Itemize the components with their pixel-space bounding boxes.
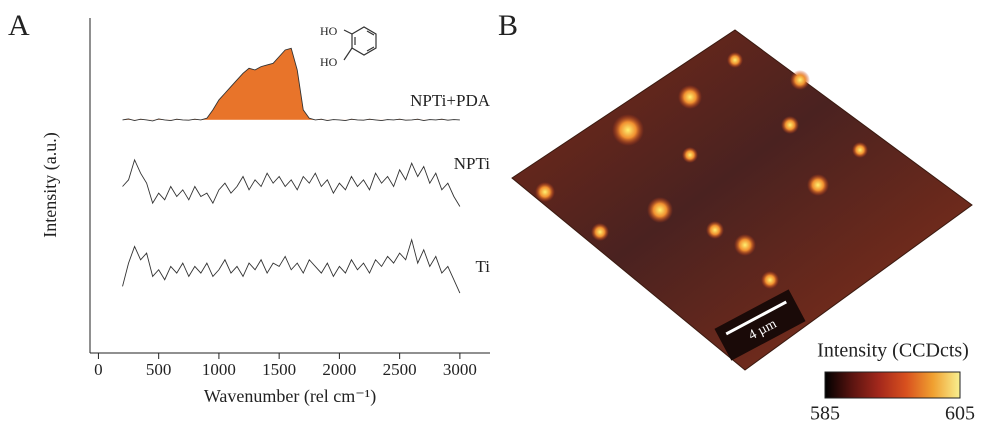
colorbar-tick-label: 585: [810, 403, 840, 425]
molecule: [343, 26, 377, 61]
colorbar: [824, 371, 961, 399]
legend-label: Ti: [475, 257, 490, 276]
scale-bar: 4 µm: [714, 289, 806, 361]
panel-label: B: [498, 9, 518, 42]
x-tick-label: 1000: [202, 360, 236, 379]
x-tick-label: 1500: [262, 360, 296, 379]
molecule-label: HO: [320, 24, 338, 38]
molecule-label: HO: [320, 55, 338, 69]
area: [122, 48, 460, 120]
panel-label: A: [8, 9, 30, 42]
colorbar-title: Intensity (CCDcts): [817, 340, 969, 362]
x-tick-label: 3000: [443, 360, 477, 379]
x-tick-label: 2000: [322, 360, 356, 379]
x-axis-title: Wavenumber (rel cm⁻¹): [204, 386, 376, 407]
map-3d: [511, 29, 973, 371]
line: [122, 158, 461, 207]
y-axis-title: Intensity (a.u.): [40, 132, 61, 237]
line: [122, 238, 461, 294]
line: [122, 47, 460, 122]
x-tick-label: 2500: [383, 360, 417, 379]
legend-label: NPTi+PDA: [410, 91, 491, 110]
colorbar-tick-label: 605: [945, 403, 975, 425]
x-tick-label: 0: [94, 360, 103, 379]
legend-label: NPTi: [454, 154, 491, 173]
x-tick-label: 500: [146, 360, 172, 379]
